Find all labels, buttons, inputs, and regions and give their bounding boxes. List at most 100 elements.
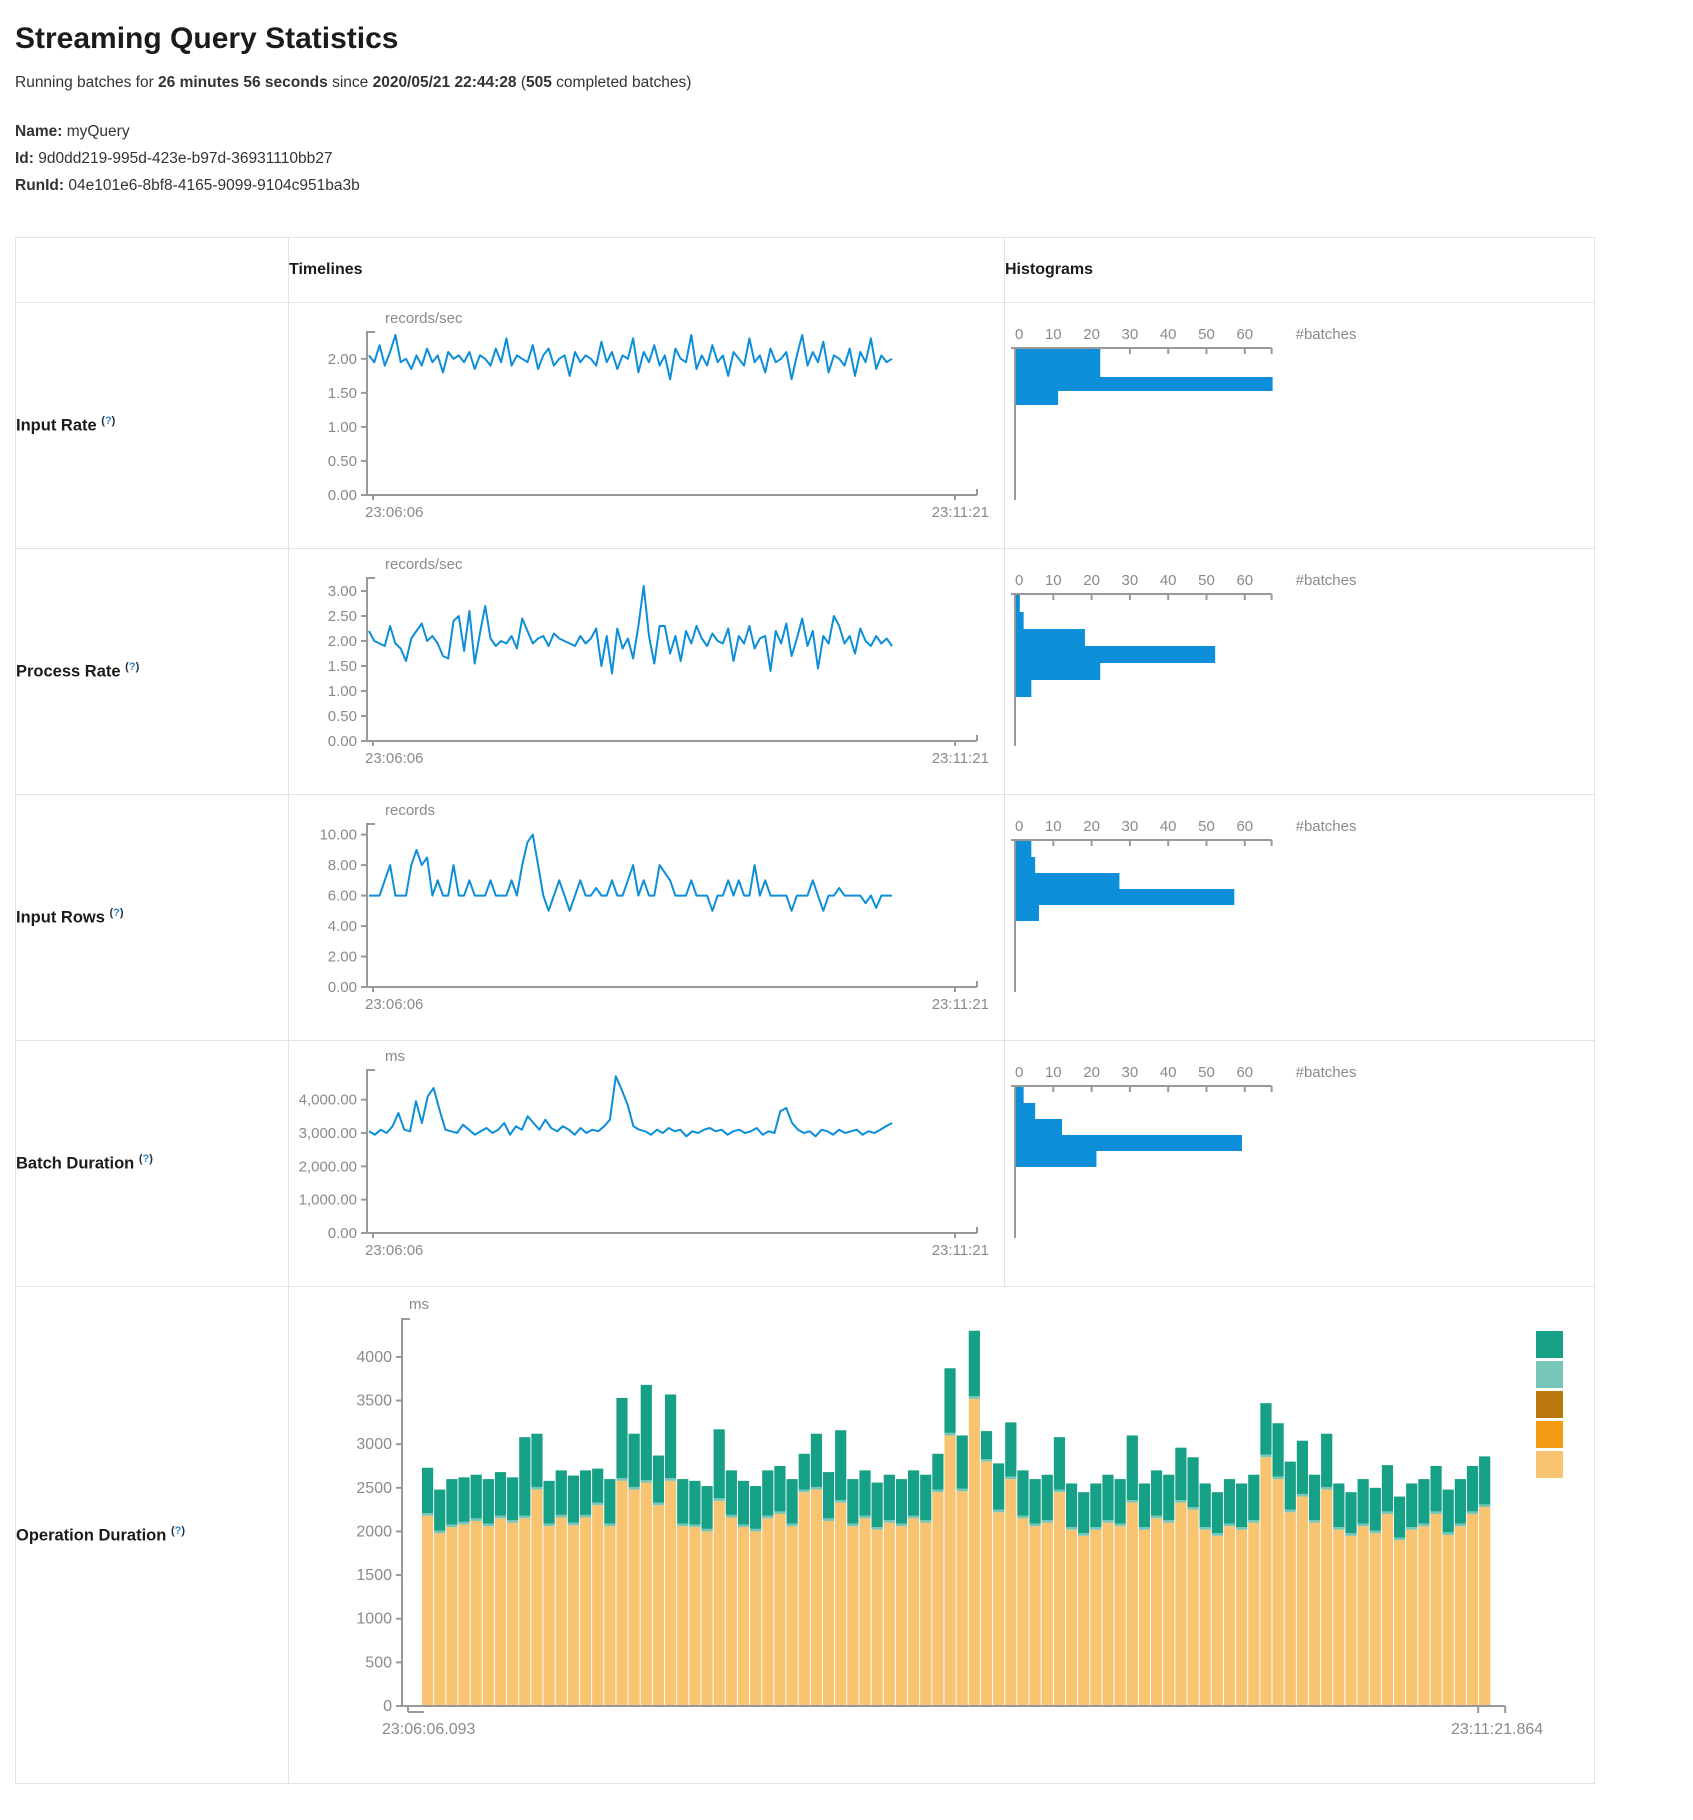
svg-text:40: 40 bbox=[1160, 818, 1177, 835]
svg-text:records/sec: records/sec bbox=[385, 310, 463, 327]
svg-text:4000: 4000 bbox=[356, 1349, 392, 1366]
svg-text:2.00: 2.00 bbox=[328, 633, 357, 650]
query-id-line: Id: 9d0dd219-995d-423e-b97d-36931110bb27 bbox=[15, 145, 1693, 172]
input-rate-timeline-chart: records/sec 2.00 1.50 1.00 0.50 0.00 23:06:06 2… bbox=[289, 303, 1004, 547]
query-name-value: myQuery bbox=[66, 123, 130, 140]
operation-duration-stacked-chart: ms 4000 3500 3000 2500 2000 1500 1000 500 0 23:06:… bbox=[289, 1287, 1594, 1783]
row-label-text: Operation Duration bbox=[16, 1526, 167, 1545]
svg-text:20: 20 bbox=[1083, 818, 1100, 835]
svg-text:2.00: 2.00 bbox=[328, 949, 357, 966]
svg-text:0.50: 0.50 bbox=[328, 708, 357, 725]
svg-text:50: 50 bbox=[1198, 326, 1215, 343]
row-label-text: Batch Duration bbox=[16, 1154, 135, 1173]
svg-text:50: 50 bbox=[1198, 572, 1215, 589]
svg-text:40: 40 bbox=[1160, 326, 1177, 343]
svg-text:60: 60 bbox=[1236, 572, 1253, 589]
row-label-operation-duration: Operation Duration (?) bbox=[15, 1286, 289, 1784]
page-title: Streaming Query Statistics bbox=[15, 22, 399, 55]
svg-text:60: 60 bbox=[1236, 1064, 1253, 1081]
svg-text:23:11:21: 23:11:21 bbox=[932, 750, 989, 767]
row-label-batch-duration: Batch Duration (?) bbox=[15, 1040, 289, 1287]
running-batches-summary: Running batches for 26 minutes 56 second… bbox=[15, 74, 692, 91]
svg-text:8.00: 8.00 bbox=[328, 857, 357, 874]
svg-text:3500: 3500 bbox=[356, 1393, 392, 1410]
svg-text:1,000.00: 1,000.00 bbox=[299, 1192, 357, 1209]
input-rows-histogram-chart: 0 10 20 30 40 50 60 #batches bbox=[1005, 795, 1594, 1039]
help-icon[interactable]: (?) bbox=[170, 1524, 186, 1537]
table-row: Operation Duration (?) ms 4000 3500 3000 250… bbox=[15, 1286, 1595, 1784]
svg-text:50: 50 bbox=[1198, 1064, 1215, 1081]
help-icon[interactable]: (?) bbox=[125, 661, 140, 674]
svg-text:1.50: 1.50 bbox=[328, 658, 357, 675]
svg-text:3.00: 3.00 bbox=[328, 583, 357, 600]
svg-text:1.50: 1.50 bbox=[328, 385, 357, 402]
svg-text:10: 10 bbox=[1045, 818, 1062, 835]
header-empty-cell bbox=[15, 237, 289, 303]
svg-text:2,000.00: 2,000.00 bbox=[299, 1158, 357, 1175]
svg-text:1000: 1000 bbox=[356, 1611, 392, 1628]
svg-text:2500: 2500 bbox=[356, 1480, 392, 1497]
svg-text:30: 30 bbox=[1122, 572, 1139, 589]
query-runid-label: RunId: bbox=[15, 177, 65, 194]
svg-text:ms: ms bbox=[409, 1296, 429, 1313]
process-rate-timeline-chart: records/sec 3.00 2.50 2.00 1.50 1.00 0.50 0.00 2… bbox=[289, 549, 1004, 793]
table-row: Process Rate (?) records/sec 3.00 2.50 2.00… bbox=[15, 548, 1595, 795]
input-rate-histogram-chart: 0 10 20 30 40 50 60 #batches bbox=[1005, 303, 1594, 547]
svg-text:60: 60 bbox=[1236, 818, 1253, 835]
svg-text:0.00: 0.00 bbox=[328, 487, 357, 504]
svg-text:2000: 2000 bbox=[356, 1523, 392, 1540]
svg-text:23:06:06.093: 23:06:06.093 bbox=[382, 1721, 476, 1738]
svg-text:1.00: 1.00 bbox=[328, 683, 357, 700]
svg-text:50: 50 bbox=[1198, 818, 1215, 835]
svg-text:23:06:06: 23:06:06 bbox=[365, 504, 423, 521]
svg-text:records: records bbox=[385, 802, 435, 819]
svg-text:23:11:21: 23:11:21 bbox=[932, 996, 989, 1013]
svg-text:3000: 3000 bbox=[356, 1436, 392, 1453]
svg-text:23:06:06: 23:06:06 bbox=[365, 750, 423, 767]
svg-text:30: 30 bbox=[1122, 326, 1139, 343]
svg-text:0: 0 bbox=[1015, 326, 1023, 343]
svg-text:0.00: 0.00 bbox=[328, 979, 357, 996]
table-row: Batch Duration (?) ms 4,000.00 3,000.00 2,0… bbox=[15, 1040, 1595, 1287]
query-name-label: Name: bbox=[15, 123, 63, 140]
svg-text:6.00: 6.00 bbox=[328, 888, 357, 905]
process-rate-histogram-chart: 0 10 20 30 40 50 60 #batches bbox=[1005, 549, 1594, 793]
row-label-process-rate: Process Rate (?) bbox=[15, 548, 289, 795]
input-rows-timeline-chart: records 10.00 8.00 6.00 4.00 2.00 0.00 23:06:06… bbox=[289, 795, 1004, 1039]
query-id-value: 9d0dd219-995d-423e-b97d-36931110bb27 bbox=[38, 150, 333, 167]
query-id-label: Id: bbox=[15, 150, 34, 167]
table-row: Input Rows (?) records 10.00 8.00 6.00 4.00 2… bbox=[15, 794, 1595, 1041]
query-info-block: Name: myQuery Id: 9d0dd219-995d-423e-b97… bbox=[15, 118, 1693, 199]
svg-text:1500: 1500 bbox=[356, 1567, 392, 1584]
svg-text:20: 20 bbox=[1083, 1064, 1100, 1081]
svg-text:10.00: 10.00 bbox=[319, 827, 357, 844]
svg-text:500: 500 bbox=[365, 1654, 392, 1671]
svg-text:30: 30 bbox=[1122, 818, 1139, 835]
row-label-text: Input Rows bbox=[16, 908, 105, 927]
svg-text:0: 0 bbox=[1015, 1064, 1023, 1081]
svg-text:0: 0 bbox=[1015, 818, 1023, 835]
svg-text:20: 20 bbox=[1083, 572, 1100, 589]
header-timelines: Timelines bbox=[288, 237, 1005, 303]
svg-text:#batches: #batches bbox=[1296, 818, 1357, 835]
svg-text:0: 0 bbox=[383, 1698, 392, 1715]
help-icon[interactable]: (?) bbox=[101, 415, 116, 428]
svg-text:10: 10 bbox=[1045, 326, 1062, 343]
help-icon[interactable]: (?) bbox=[138, 1153, 153, 1166]
svg-text:3,000.00: 3,000.00 bbox=[299, 1125, 357, 1142]
svg-text:40: 40 bbox=[1160, 572, 1177, 589]
svg-text:23:11:21.864: 23:11:21.864 bbox=[1451, 1721, 1543, 1738]
svg-text:2.00: 2.00 bbox=[328, 351, 357, 368]
row-label-text: Process Rate bbox=[16, 662, 121, 681]
svg-text:2.50: 2.50 bbox=[328, 608, 357, 625]
query-name-line: Name: myQuery bbox=[15, 118, 1693, 145]
row-label-input-rows: Input Rows (?) bbox=[15, 794, 289, 1041]
svg-text:40: 40 bbox=[1160, 1064, 1177, 1081]
row-label-text: Input Rate bbox=[16, 416, 97, 435]
help-icon[interactable]: (?) bbox=[109, 907, 124, 920]
svg-text:23:11:21: 23:11:21 bbox=[932, 1242, 989, 1259]
svg-text:23:06:06: 23:06:06 bbox=[365, 1242, 423, 1259]
streaming-stats-table: Timelines Histograms Input Rate (?) reco… bbox=[15, 237, 1595, 1784]
svg-text:records/sec: records/sec bbox=[385, 556, 463, 573]
svg-text:0.00: 0.00 bbox=[328, 1225, 357, 1242]
